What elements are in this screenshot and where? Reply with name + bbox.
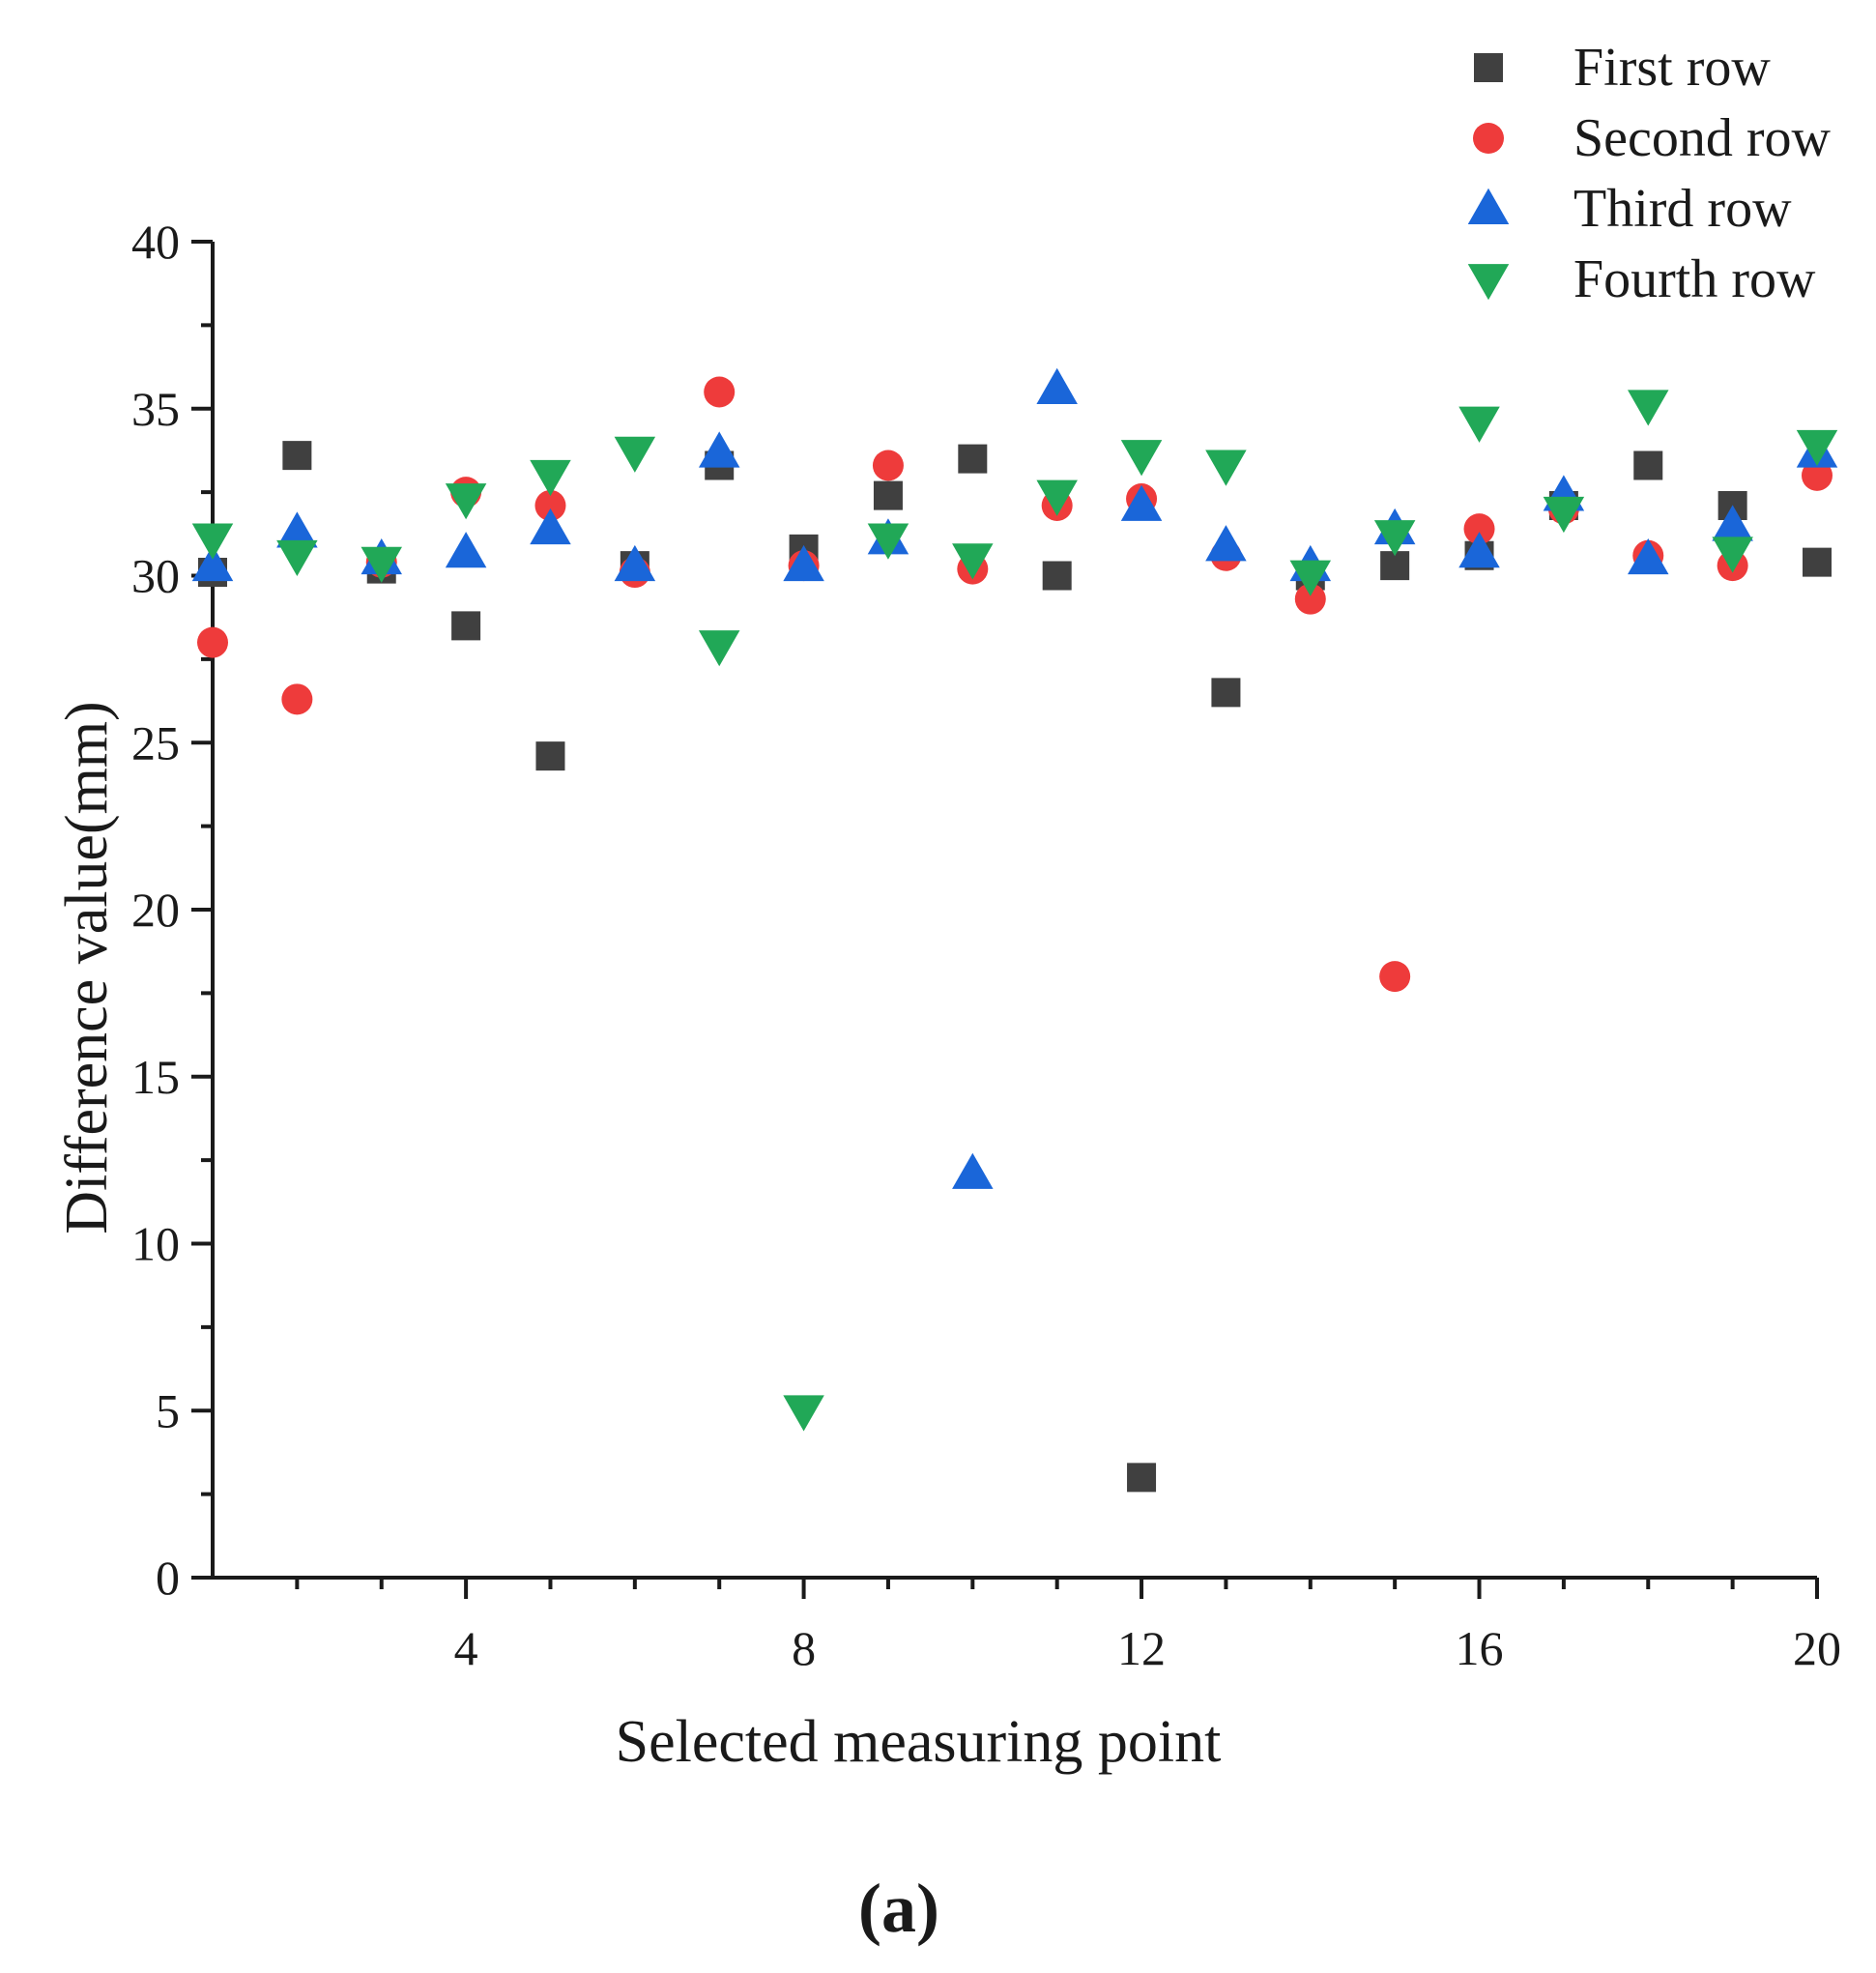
point-third-row	[1628, 537, 1669, 575]
point-first-row	[873, 480, 903, 510]
x-tick-label: 4	[454, 1621, 478, 1675]
legend-item-fourth-row: Fourth row	[1467, 249, 1816, 309]
x-tick-label: 16	[1456, 1621, 1504, 1675]
point-first-row	[958, 444, 988, 474]
point-fourth-row	[1120, 440, 1163, 477]
point-second-row	[1463, 513, 1495, 545]
point-second-row	[872, 450, 904, 481]
legend: First row Second row Third row Fourth ro…	[1467, 38, 1832, 309]
point-fourth-row	[783, 1395, 824, 1432]
y-tick-label: 25	[131, 715, 180, 769]
point-third-row	[783, 544, 824, 582]
point-third-row	[1458, 532, 1500, 568]
point-fourth-row	[867, 523, 909, 560]
point-third-row	[1205, 525, 1247, 562]
point-first-row	[282, 441, 312, 471]
y-tick-label: 15	[131, 1050, 180, 1104]
point-first-row	[1042, 561, 1072, 591]
point-fourth-row	[1628, 390, 1669, 426]
point-first-row	[535, 741, 565, 771]
point-second-row	[281, 683, 313, 715]
point-fourth-row	[1289, 560, 1332, 596]
figure-caption: (a)	[858, 1870, 939, 1947]
point-fourth-row	[614, 436, 656, 473]
y-tick-label: 10	[131, 1217, 180, 1271]
legend-label-second-row: Second row	[1573, 108, 1832, 168]
point-third-row	[530, 508, 571, 545]
point-third-row	[276, 511, 318, 548]
point-fourth-row	[1712, 537, 1753, 573]
point-third-row	[952, 1152, 994, 1189]
point-fourth-row	[1373, 520, 1416, 557]
y-tick-label: 35	[131, 382, 180, 436]
point-fourth-row	[445, 483, 487, 520]
point-fourth-row	[530, 459, 571, 497]
legend-item-first-row: First row	[1474, 38, 1771, 98]
legend-item-third-row: Third row	[1467, 179, 1792, 239]
point-first-row	[451, 611, 481, 641]
point-first-row	[1127, 1463, 1157, 1493]
x-tick-label: 12	[1117, 1621, 1166, 1675]
point-second-row	[1802, 459, 1833, 491]
point-first-row	[1803, 547, 1832, 577]
y-tick-label: 5	[156, 1383, 180, 1437]
point-fourth-row	[361, 546, 402, 583]
point-fourth-row	[276, 539, 318, 577]
legend-item-second-row: Second row	[1473, 108, 1832, 168]
point-first-row	[1211, 678, 1241, 708]
point-third-row	[1120, 484, 1163, 521]
point-third-row	[191, 544, 234, 582]
legend-label-third-row: Third row	[1573, 179, 1792, 239]
point-second-row	[534, 489, 566, 521]
point-third-row	[1712, 505, 1753, 541]
data-points	[191, 367, 1838, 1493]
point-second-row	[704, 376, 736, 408]
legend-marker-third-row	[1467, 188, 1510, 224]
legend-marker-first-row	[1474, 53, 1503, 82]
point-second-row	[1294, 583, 1326, 615]
point-first-row	[1633, 450, 1663, 480]
point-fourth-row	[1205, 450, 1247, 486]
y-tick-label: 40	[131, 215, 180, 269]
legend-label-fourth-row: Fourth row	[1573, 249, 1816, 309]
point-fourth-row	[698, 630, 740, 667]
y-axis-title: Difference value(mm)	[54, 701, 120, 1233]
point-third-row	[1036, 367, 1078, 404]
y-tick-label: 20	[131, 883, 180, 937]
legend-marker-second-row	[1473, 123, 1504, 154]
point-first-row	[1380, 551, 1410, 581]
point-third-row	[614, 544, 656, 582]
x-tick-label: 20	[1793, 1621, 1841, 1675]
y-tick-label: 0	[156, 1551, 180, 1605]
point-fourth-row	[1458, 406, 1500, 443]
point-fourth-row	[1796, 429, 1838, 467]
point-fourth-row	[191, 523, 234, 560]
y-ticks: 0 5 10 15 20 25 30 35 40	[131, 215, 213, 1605]
point-third-row	[698, 431, 740, 468]
point-fourth-row	[952, 543, 994, 580]
axes	[211, 242, 1817, 1580]
point-fourth-row	[1036, 479, 1078, 516]
point-fourth-row	[1543, 496, 1585, 534]
legend-label-first-row: First row	[1573, 38, 1771, 98]
point-third-row	[445, 532, 487, 568]
x-tick-label: 8	[792, 1621, 816, 1675]
x-ticks: 4 8 12 16 20	[295, 1578, 1841, 1675]
point-second-row	[197, 626, 228, 658]
x-axis-title: Selected measuring point	[616, 1709, 1222, 1775]
point-second-row	[1379, 961, 1411, 993]
y-tick-label: 30	[131, 549, 180, 603]
legend-marker-fourth-row	[1467, 264, 1510, 301]
